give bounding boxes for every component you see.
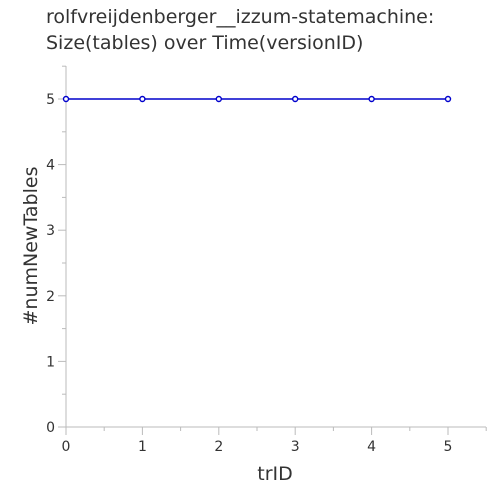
chart-title: rolfvreijdenberger__izzum-statemachine: … [46,4,496,56]
y-tick-label: 2 [46,289,55,305]
data-point [62,95,70,103]
data-point [368,95,375,103]
data-point [139,95,146,103]
x-ticks: 0 1 2 3 4 5 [62,427,487,455]
y-tick-label: 0 [46,420,55,436]
x-tick-label: 5 [444,439,453,455]
y-ticks: 0 1 2 3 4 5 [46,65,66,436]
data-point [444,95,452,103]
x-tick-label: 3 [291,439,300,455]
chart-title-line-1: rolfvreijdenberger__izzum-statemachine: [46,6,435,28]
y-tick-label: 5 [46,92,55,108]
y-tick-label: 4 [46,158,55,174]
x-axis-label: trID [257,463,293,485]
data-point [292,95,299,103]
y-tick-label: 1 [46,354,55,370]
chart-title-line-2: Size(tables) over Time(versionID) [46,32,364,54]
axes [65,66,486,428]
data-point [215,95,223,103]
y-tick-label: 3 [46,223,55,239]
x-tick-label: 1 [138,439,147,455]
y-axis-label: #numNewTables [20,167,42,326]
series-layer [62,95,452,103]
x-tick-label: 4 [367,439,376,455]
x-tick-label: 0 [62,439,71,455]
x-tick-label: 2 [214,439,223,455]
